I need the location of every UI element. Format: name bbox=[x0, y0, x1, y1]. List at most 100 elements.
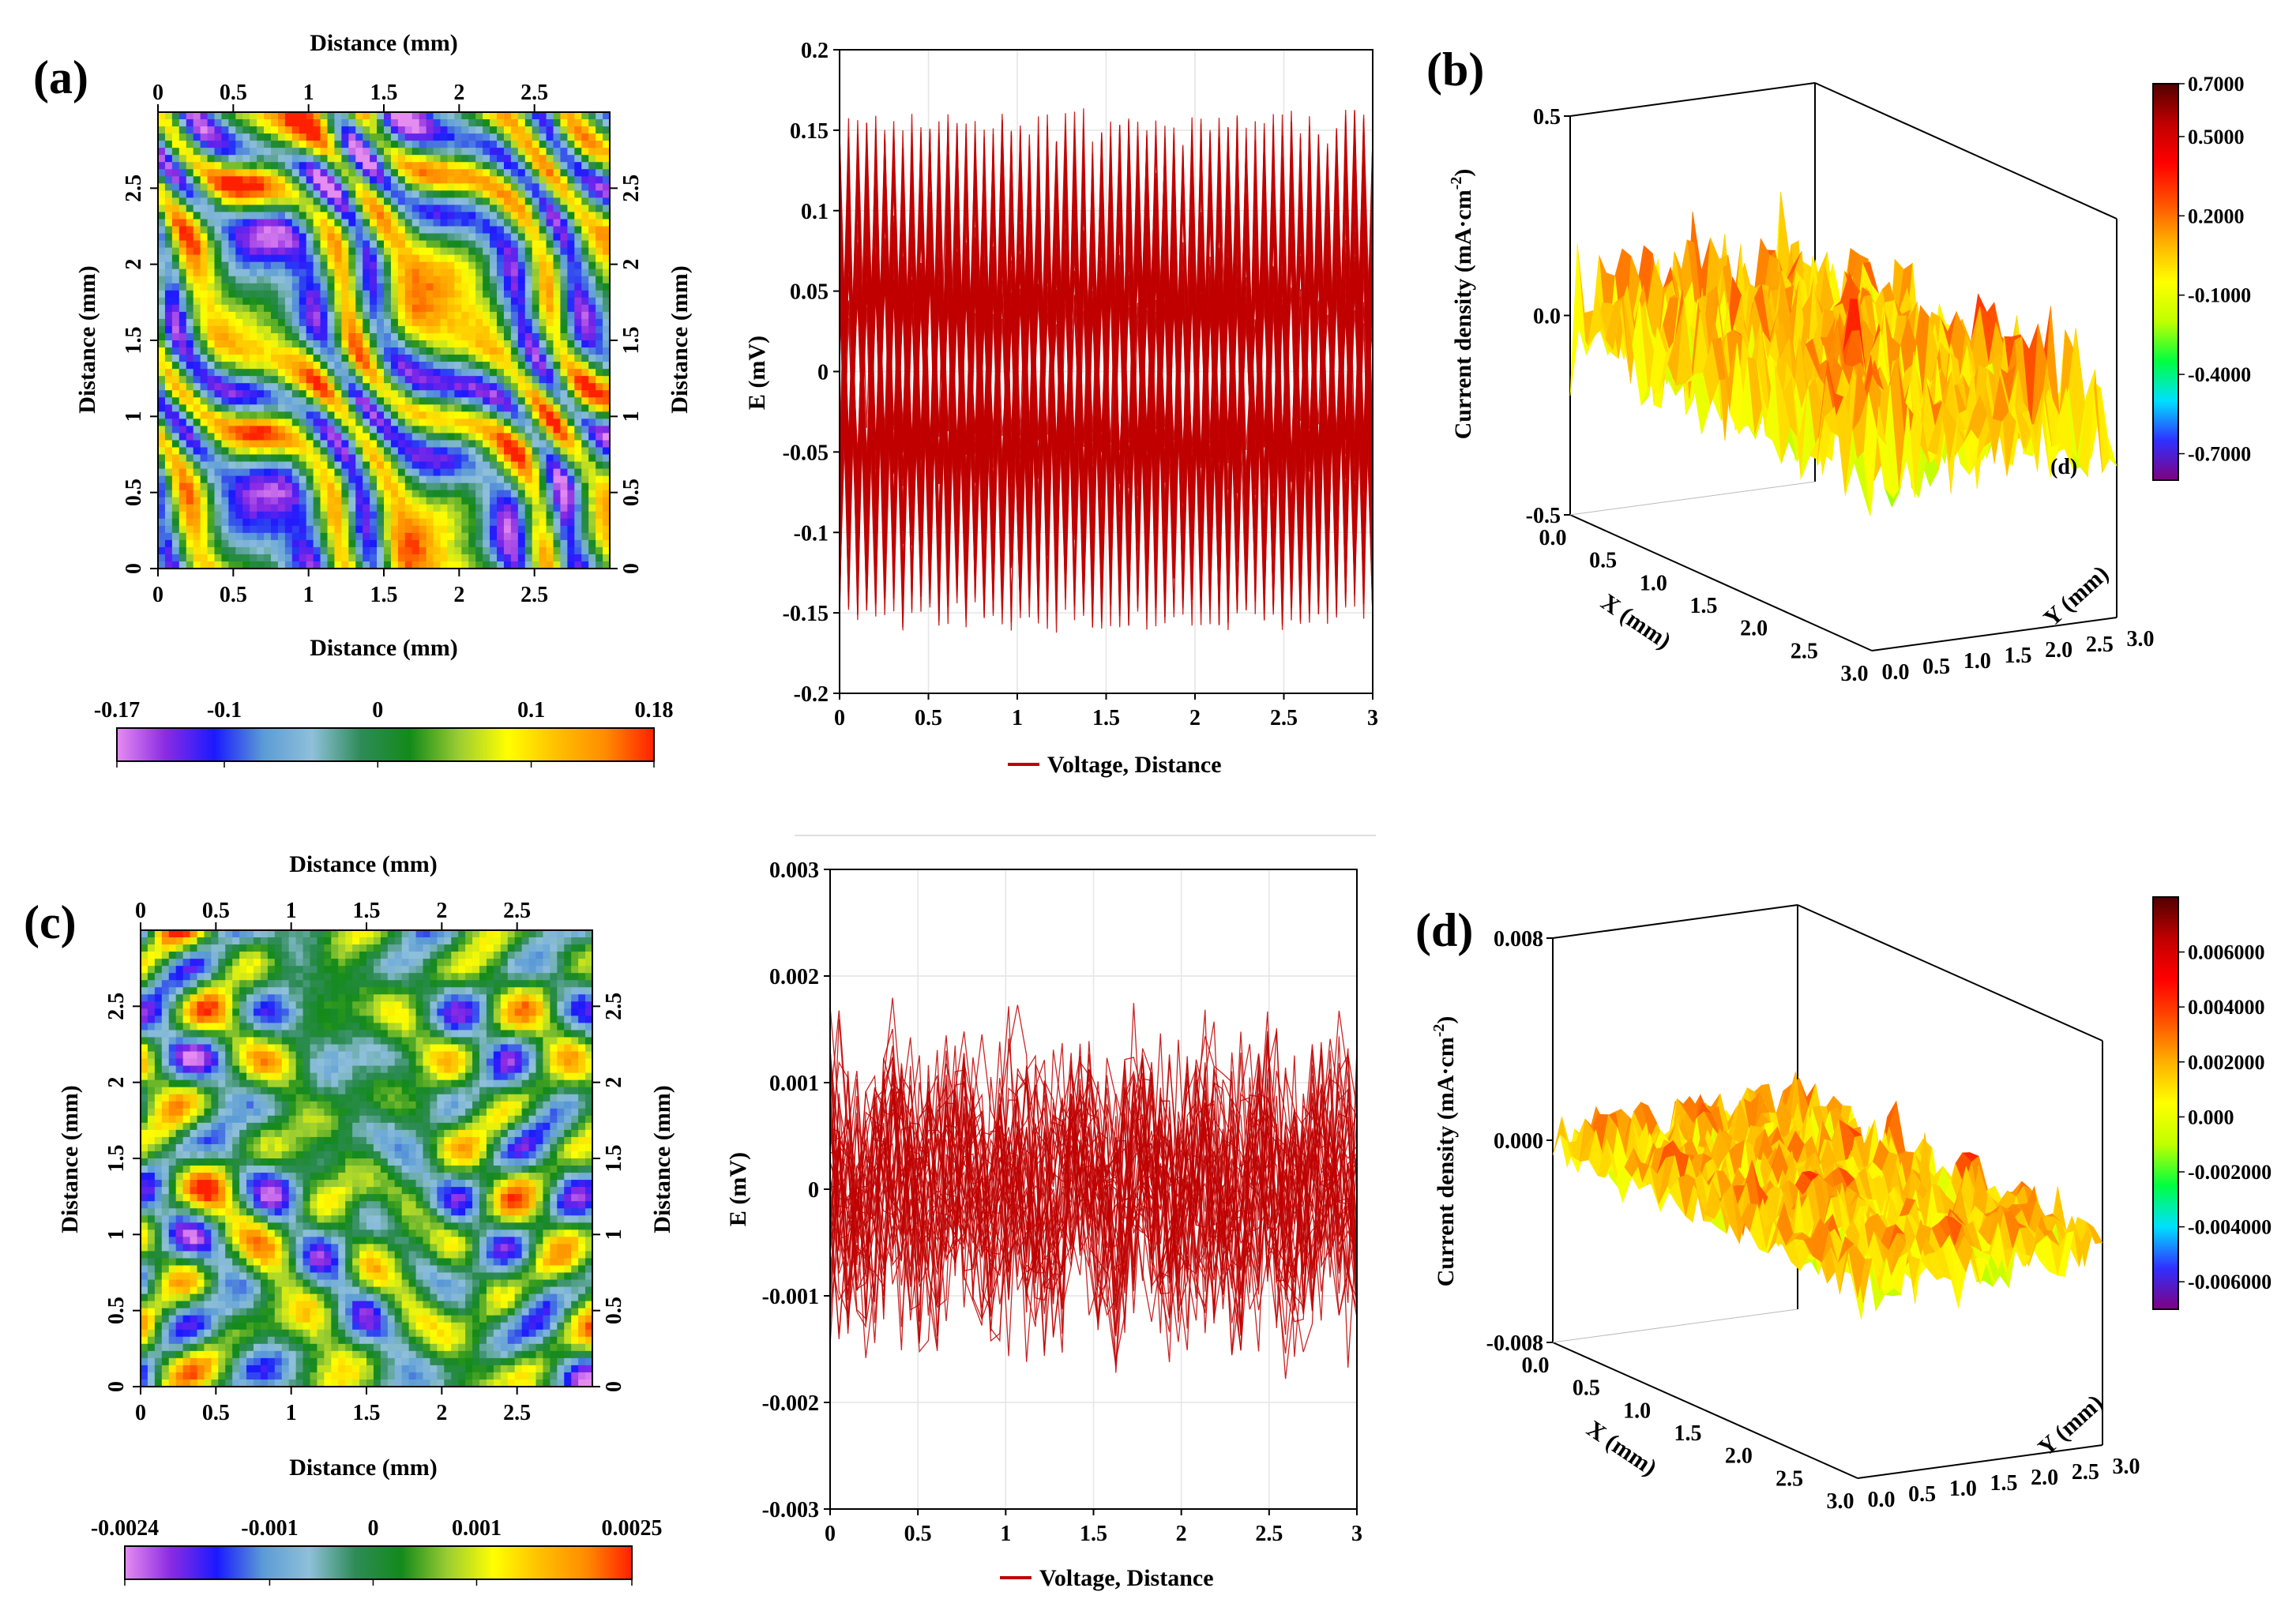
map-cell bbox=[384, 240, 392, 249]
map-cell bbox=[454, 490, 462, 498]
map-cell bbox=[221, 254, 229, 263]
map-cell bbox=[461, 254, 469, 263]
map-cell bbox=[193, 454, 201, 463]
map-cell bbox=[377, 383, 385, 391]
map-x-tick-bottom: 2 bbox=[453, 583, 464, 607]
map-cell bbox=[348, 383, 356, 391]
map-cell bbox=[178, 426, 187, 434]
map-cell bbox=[560, 511, 568, 520]
map-cell bbox=[475, 148, 483, 156]
map-cell bbox=[164, 433, 173, 441]
map-cell bbox=[313, 390, 321, 398]
map-cell bbox=[524, 155, 533, 163]
map-cell bbox=[271, 504, 279, 512]
map-cell bbox=[277, 304, 286, 313]
map-cell bbox=[553, 404, 562, 412]
map-cell bbox=[299, 205, 307, 213]
map-cell bbox=[291, 561, 300, 569]
map-cell bbox=[574, 283, 582, 291]
map-cell bbox=[284, 539, 293, 548]
map-cell bbox=[553, 525, 562, 534]
map-cell bbox=[334, 254, 342, 263]
map-cell bbox=[524, 355, 533, 362]
map-cell bbox=[250, 362, 257, 370]
map-cell bbox=[503, 340, 512, 348]
map-cell bbox=[250, 404, 257, 412]
x-tick-label: 0 bbox=[834, 706, 845, 730]
map-cell bbox=[490, 355, 498, 362]
map-cell bbox=[490, 190, 498, 198]
map-cell bbox=[461, 355, 469, 362]
map-cell bbox=[596, 504, 603, 512]
map-cell bbox=[186, 390, 194, 398]
map-cell bbox=[553, 518, 562, 527]
map-cell bbox=[264, 426, 272, 434]
map-cell bbox=[426, 276, 434, 284]
map-cell bbox=[264, 369, 272, 377]
map-cell bbox=[440, 283, 449, 291]
map-cell bbox=[433, 490, 442, 498]
map-cell bbox=[363, 376, 370, 384]
map-cell bbox=[171, 419, 180, 426]
map-cell bbox=[510, 468, 519, 477]
voltage-series bbox=[840, 133, 1373, 626]
map-cell bbox=[603, 454, 610, 463]
map-cell bbox=[447, 404, 455, 412]
map-cell bbox=[221, 411, 229, 419]
map-cell bbox=[411, 190, 420, 198]
map-cell bbox=[271, 311, 279, 320]
map-cell bbox=[320, 133, 329, 141]
map-cell bbox=[560, 490, 568, 498]
map-cell bbox=[560, 376, 568, 384]
map-cell bbox=[581, 539, 589, 548]
map-cell bbox=[581, 325, 589, 334]
map-cell bbox=[334, 304, 342, 313]
map-cell bbox=[468, 561, 476, 569]
map-cell bbox=[546, 190, 554, 198]
map-cell bbox=[370, 397, 378, 405]
map-cell bbox=[468, 205, 476, 213]
map-cell bbox=[341, 304, 349, 313]
map-cell bbox=[539, 169, 547, 177]
map-cell bbox=[503, 311, 512, 320]
map-cell bbox=[257, 233, 265, 242]
map-cell bbox=[341, 504, 349, 512]
map-cell bbox=[214, 433, 223, 441]
map-cell bbox=[228, 148, 236, 156]
map-cell bbox=[235, 347, 243, 355]
map-cell bbox=[574, 504, 582, 512]
map-cell bbox=[510, 169, 519, 177]
map-cell bbox=[313, 190, 321, 198]
map-cell bbox=[553, 119, 562, 127]
map-cell bbox=[532, 433, 540, 441]
map-cell bbox=[178, 411, 187, 419]
map-cell bbox=[581, 532, 589, 541]
map-cell bbox=[214, 169, 223, 177]
map-cell bbox=[483, 190, 490, 198]
map-cell bbox=[588, 454, 596, 463]
map-cell bbox=[284, 561, 293, 569]
map-cell bbox=[207, 169, 216, 177]
map-cell bbox=[454, 355, 462, 362]
map-cell bbox=[447, 546, 455, 555]
map-cell bbox=[503, 404, 512, 412]
map-cell bbox=[327, 554, 336, 562]
map-cell bbox=[433, 482, 442, 491]
map-cell bbox=[404, 247, 413, 256]
map-cell bbox=[546, 497, 554, 505]
map-cell bbox=[404, 190, 413, 198]
map-cell bbox=[426, 497, 434, 505]
map-cell bbox=[200, 546, 209, 555]
map-cell bbox=[553, 219, 562, 227]
map-cell bbox=[284, 390, 293, 398]
map-cell bbox=[567, 304, 575, 313]
map-cell bbox=[313, 311, 321, 320]
map-cell bbox=[242, 112, 250, 120]
map-cell bbox=[546, 397, 554, 405]
map-cell bbox=[207, 511, 216, 520]
map-cell bbox=[284, 311, 293, 320]
map-cell bbox=[397, 133, 406, 141]
map-cell bbox=[193, 133, 201, 141]
map-cell bbox=[419, 148, 427, 156]
map-cell bbox=[567, 254, 575, 263]
